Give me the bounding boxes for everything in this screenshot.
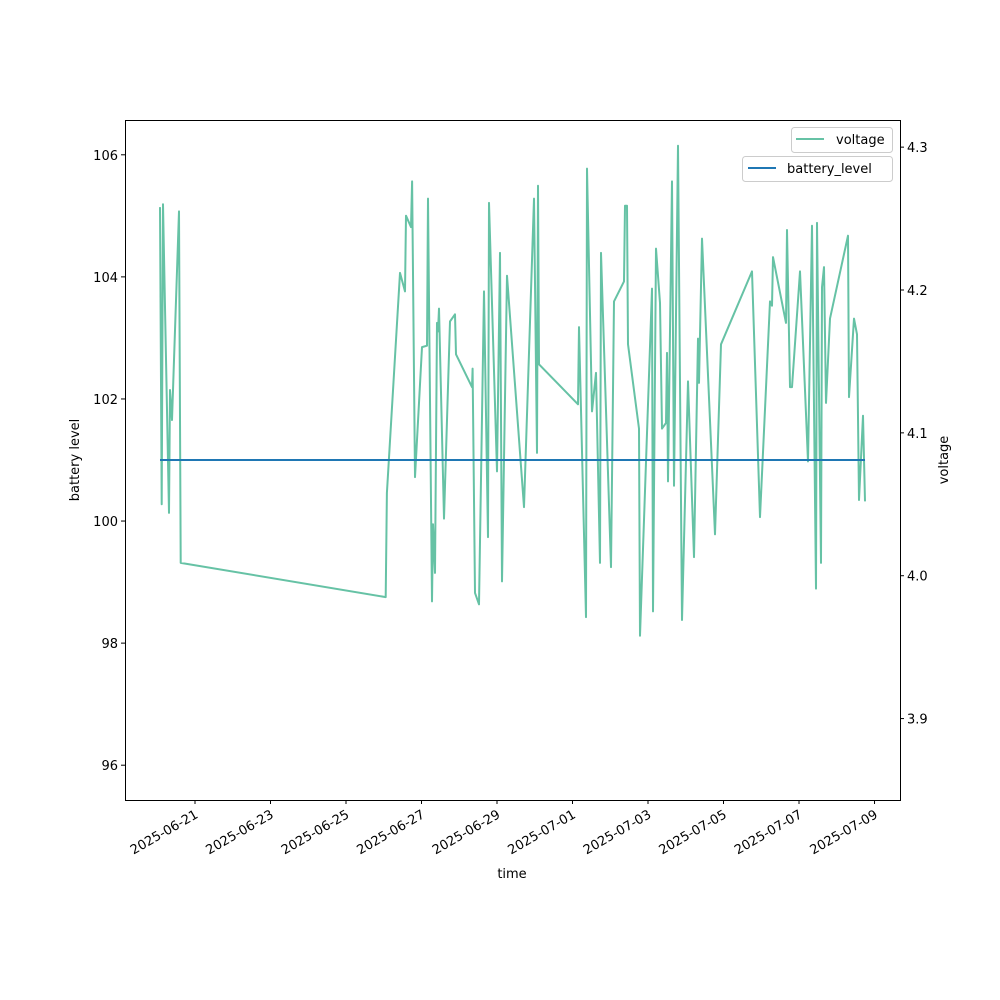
plot-frame [125,120,901,801]
legend-voltage-label: voltage [836,133,885,148]
y-left-tick-label: 106 [93,149,118,164]
x-tick-label: 2025-07-03 [581,807,654,858]
x-tick-label: 2025-06-27 [355,807,428,858]
x-tick-label: 2025-07-07 [732,807,805,858]
y-axis-left-label: battery level [68,419,83,502]
y-left-tick-label: 104 [93,271,118,286]
y-axis-left: 96 98 100 102 104 106 [93,149,125,774]
y-right-tick-label: 4.3 [907,141,928,156]
y-left-tick-label: 100 [93,515,118,530]
x-tick-label: 2025-06-23 [204,807,277,858]
x-tick-label: 2025-07-01 [506,807,579,858]
x-tick-label: 2025-07-05 [657,807,730,858]
y-left-tick-label: 102 [93,393,118,408]
x-tick-label: 2025-06-25 [279,807,352,858]
y-right-tick-label: 4.1 [907,427,928,442]
x-tick-label: 2025-06-21 [128,807,201,858]
legend-battery-label: battery_level [787,162,872,177]
y-right-tick-label: 4.2 [907,284,928,299]
legend-battery: battery_level [742,156,893,182]
y-left-tick-label: 98 [101,637,118,652]
x-tick-label: 2025-07-09 [808,807,881,858]
y-right-tick-label: 4.0 [907,570,928,585]
y-right-tick-label: 3.9 [907,713,928,728]
y-left-tick-label: 96 [101,759,118,774]
y-axis-right: 3.9 4.0 4.1 4.2 4.3 [900,141,928,728]
x-axis-label: time [497,867,526,882]
x-tick-label: 2025-06-29 [430,807,503,858]
series-line-voltage [159,144,866,637]
x-axis: 2025-06-21 2025-06-23 2025-06-25 2025-06-27… [128,800,881,858]
y-axis-right-label: voltage [937,436,952,485]
plot-area [159,144,866,637]
legend-voltage: voltage [791,127,893,153]
